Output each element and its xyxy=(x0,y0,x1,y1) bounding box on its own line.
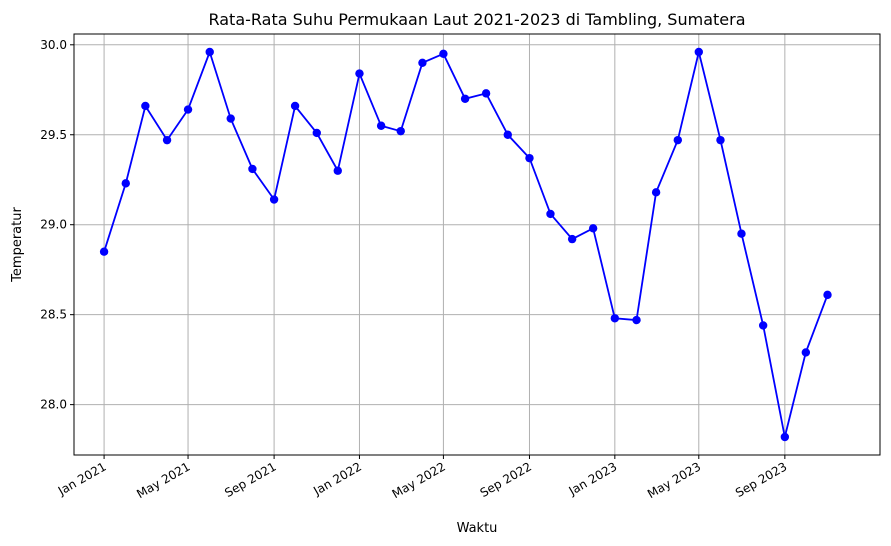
y-tick-label: 29.5 xyxy=(40,128,67,142)
data-point xyxy=(141,101,150,111)
series-line xyxy=(103,49,829,438)
x-tick-label: May 2023 xyxy=(645,459,703,501)
data-point xyxy=(290,101,300,111)
grid xyxy=(74,34,880,455)
y-tick-label: 28.5 xyxy=(40,308,67,322)
data-point xyxy=(823,290,832,300)
y-tick-label: 28.0 xyxy=(40,398,67,412)
chart-title: Rata-Rata Suhu Permukaan Laut 2021-2023 … xyxy=(208,10,745,29)
x-tick-label: May 2022 xyxy=(390,459,448,501)
data-point xyxy=(588,224,598,233)
x-tick-label: Sep 2023 xyxy=(733,459,789,500)
data-series xyxy=(99,47,832,442)
x-tick-label: Jan 2023 xyxy=(566,459,620,498)
x-tick-label: Jan 2022 xyxy=(310,459,364,498)
data-point xyxy=(333,166,342,175)
data-point xyxy=(418,58,427,67)
data-point xyxy=(376,121,386,130)
data-point xyxy=(396,126,405,136)
data-point xyxy=(758,321,768,330)
data-point xyxy=(610,314,620,323)
data-point xyxy=(632,315,641,325)
data-point xyxy=(567,234,577,244)
x-tick-label: Jan 2021 xyxy=(55,459,109,498)
data-point xyxy=(716,135,725,145)
data-point xyxy=(226,114,235,123)
plot-frame xyxy=(73,33,881,456)
data-point xyxy=(162,135,172,145)
y-axis-label: Temperatur xyxy=(10,207,25,283)
data-point xyxy=(801,348,811,357)
y-tick-label: 29.0 xyxy=(40,218,67,232)
data-point xyxy=(183,105,193,114)
axes: 28.0 28.5 29.0 29.5 30.0 Jan 2021 May 2021 Sep … xyxy=(40,38,789,501)
data-point xyxy=(673,135,683,145)
data-point xyxy=(121,179,130,188)
x-tick-label: Sep 2022 xyxy=(478,459,534,500)
data-point xyxy=(525,153,534,163)
x-tick-label: Sep 2021 xyxy=(222,459,278,500)
data-point xyxy=(546,209,555,219)
data-point xyxy=(694,47,703,57)
y-tick-label: 30.0 xyxy=(40,38,67,52)
data-point xyxy=(651,188,661,197)
data-point xyxy=(460,94,470,103)
data-point xyxy=(503,130,512,139)
data-point xyxy=(269,195,279,204)
data-point xyxy=(355,69,364,78)
data-point xyxy=(737,229,746,238)
data-point xyxy=(780,432,790,442)
data-point xyxy=(312,128,321,138)
data-point xyxy=(205,47,214,57)
data-point xyxy=(99,247,109,256)
x-axis-label: Waktu xyxy=(457,521,498,536)
data-point xyxy=(439,49,448,58)
data-point xyxy=(248,164,257,174)
data-point xyxy=(481,89,491,98)
x-tick-label: May 2021 xyxy=(134,459,192,501)
